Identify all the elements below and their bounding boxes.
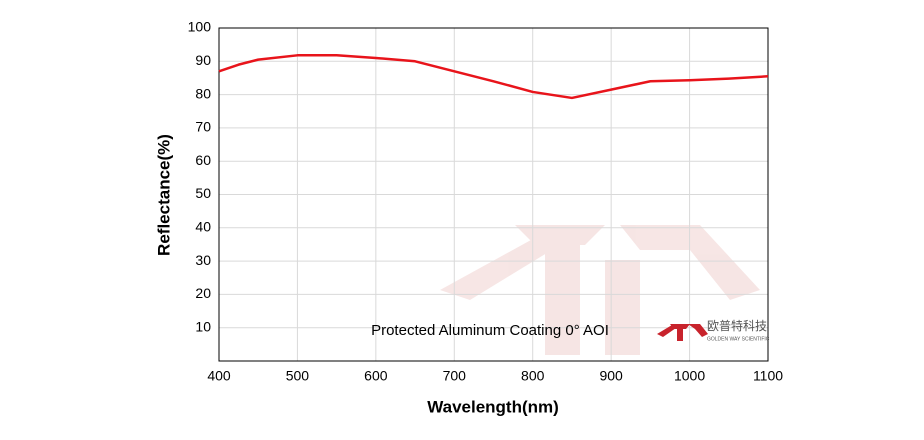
y-tick-label: 50 bbox=[195, 185, 211, 201]
y-tick-label: 60 bbox=[195, 152, 211, 168]
logo-text: 欧普特科技 bbox=[707, 318, 767, 333]
x-tick-label: 800 bbox=[521, 368, 545, 384]
x-axis-title: Wavelength(nm) bbox=[427, 397, 559, 416]
x-tick-label: 900 bbox=[599, 368, 623, 384]
y-tick-label: 70 bbox=[195, 119, 211, 135]
data-line bbox=[218, 54, 769, 100]
annotation: Protected Aluminum Coating 0° AOI bbox=[371, 322, 609, 339]
y-tick-label: 80 bbox=[195, 85, 211, 101]
x-tick-label: 600 bbox=[364, 368, 388, 384]
watermark bbox=[440, 225, 760, 355]
y-tick-label: 10 bbox=[195, 318, 211, 334]
y-tick-label: 20 bbox=[195, 285, 211, 301]
x-tick-label: 700 bbox=[443, 368, 467, 384]
x-tick-label: 1000 bbox=[674, 368, 705, 384]
logo-subtext: GOLDEN WAY SCIENTIFIC bbox=[707, 336, 770, 342]
y-tick-label: 40 bbox=[195, 219, 211, 235]
y-tick-label: 30 bbox=[195, 252, 211, 268]
y-axis-title: Reflectance(%) bbox=[154, 134, 173, 256]
x-tick-label: 1100 bbox=[753, 368, 783, 384]
plot-frame bbox=[218, 27, 769, 362]
logo bbox=[657, 324, 708, 341]
x-tick-label: 400 bbox=[207, 368, 231, 384]
y-tick-label: 100 bbox=[188, 19, 212, 35]
y-tick-label: 90 bbox=[195, 52, 211, 68]
x-tick-label: 500 bbox=[286, 368, 310, 384]
